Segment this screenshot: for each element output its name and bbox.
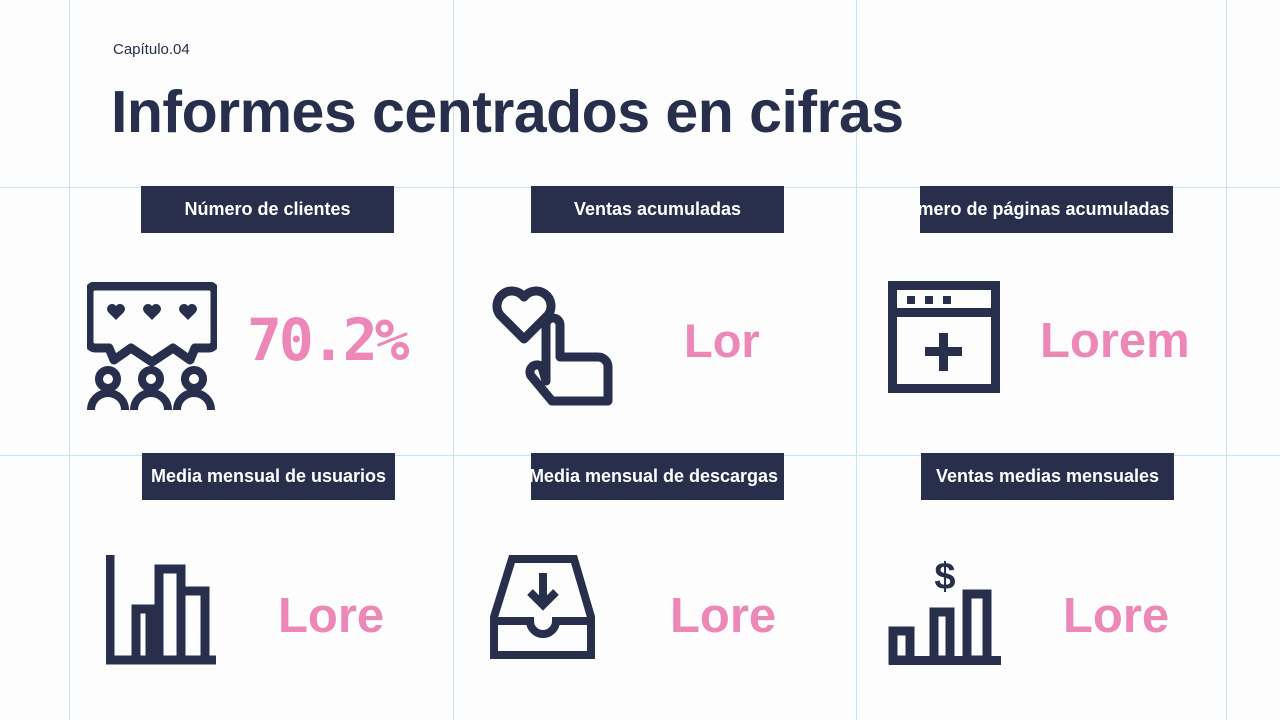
browser-add-icon [888,281,1002,395]
stat-value: Lorem [1040,314,1190,368]
stat-label: Ventas medias mensuales [921,453,1174,500]
page-title: Informes centrados en cifras [111,79,904,145]
stat-label: Media mensual de usuarios [142,453,395,500]
heart-pointer-hand-icon [490,281,618,409]
chapter-label: Capítulo.04 [113,41,190,58]
inbox-download-icon [490,555,596,659]
guide-line-vertical [453,0,454,720]
stat-label: Número de clientes [141,186,394,233]
stat-value: Lor [684,314,760,367]
dollar-growth-chart-icon: $ [888,555,1002,669]
svg-text:$: $ [934,556,955,598]
stat-label: Número de páginas acumuladas [920,186,1173,233]
guide-line-vertical [69,0,70,720]
stat-value: 70.2% [247,306,410,374]
guide-line-vertical [856,0,857,720]
stat-value: Lore [670,589,777,643]
stat-label: Ventas acumuladas [531,186,784,233]
chat-hearts-people-icon [87,282,217,410]
stat-label: Media mensual de descargas [531,453,784,500]
stat-value: Lore [278,589,385,643]
stat-value: Lore [1063,589,1170,643]
bar-chart-icon [106,555,218,667]
guide-line-vertical [1226,0,1227,720]
